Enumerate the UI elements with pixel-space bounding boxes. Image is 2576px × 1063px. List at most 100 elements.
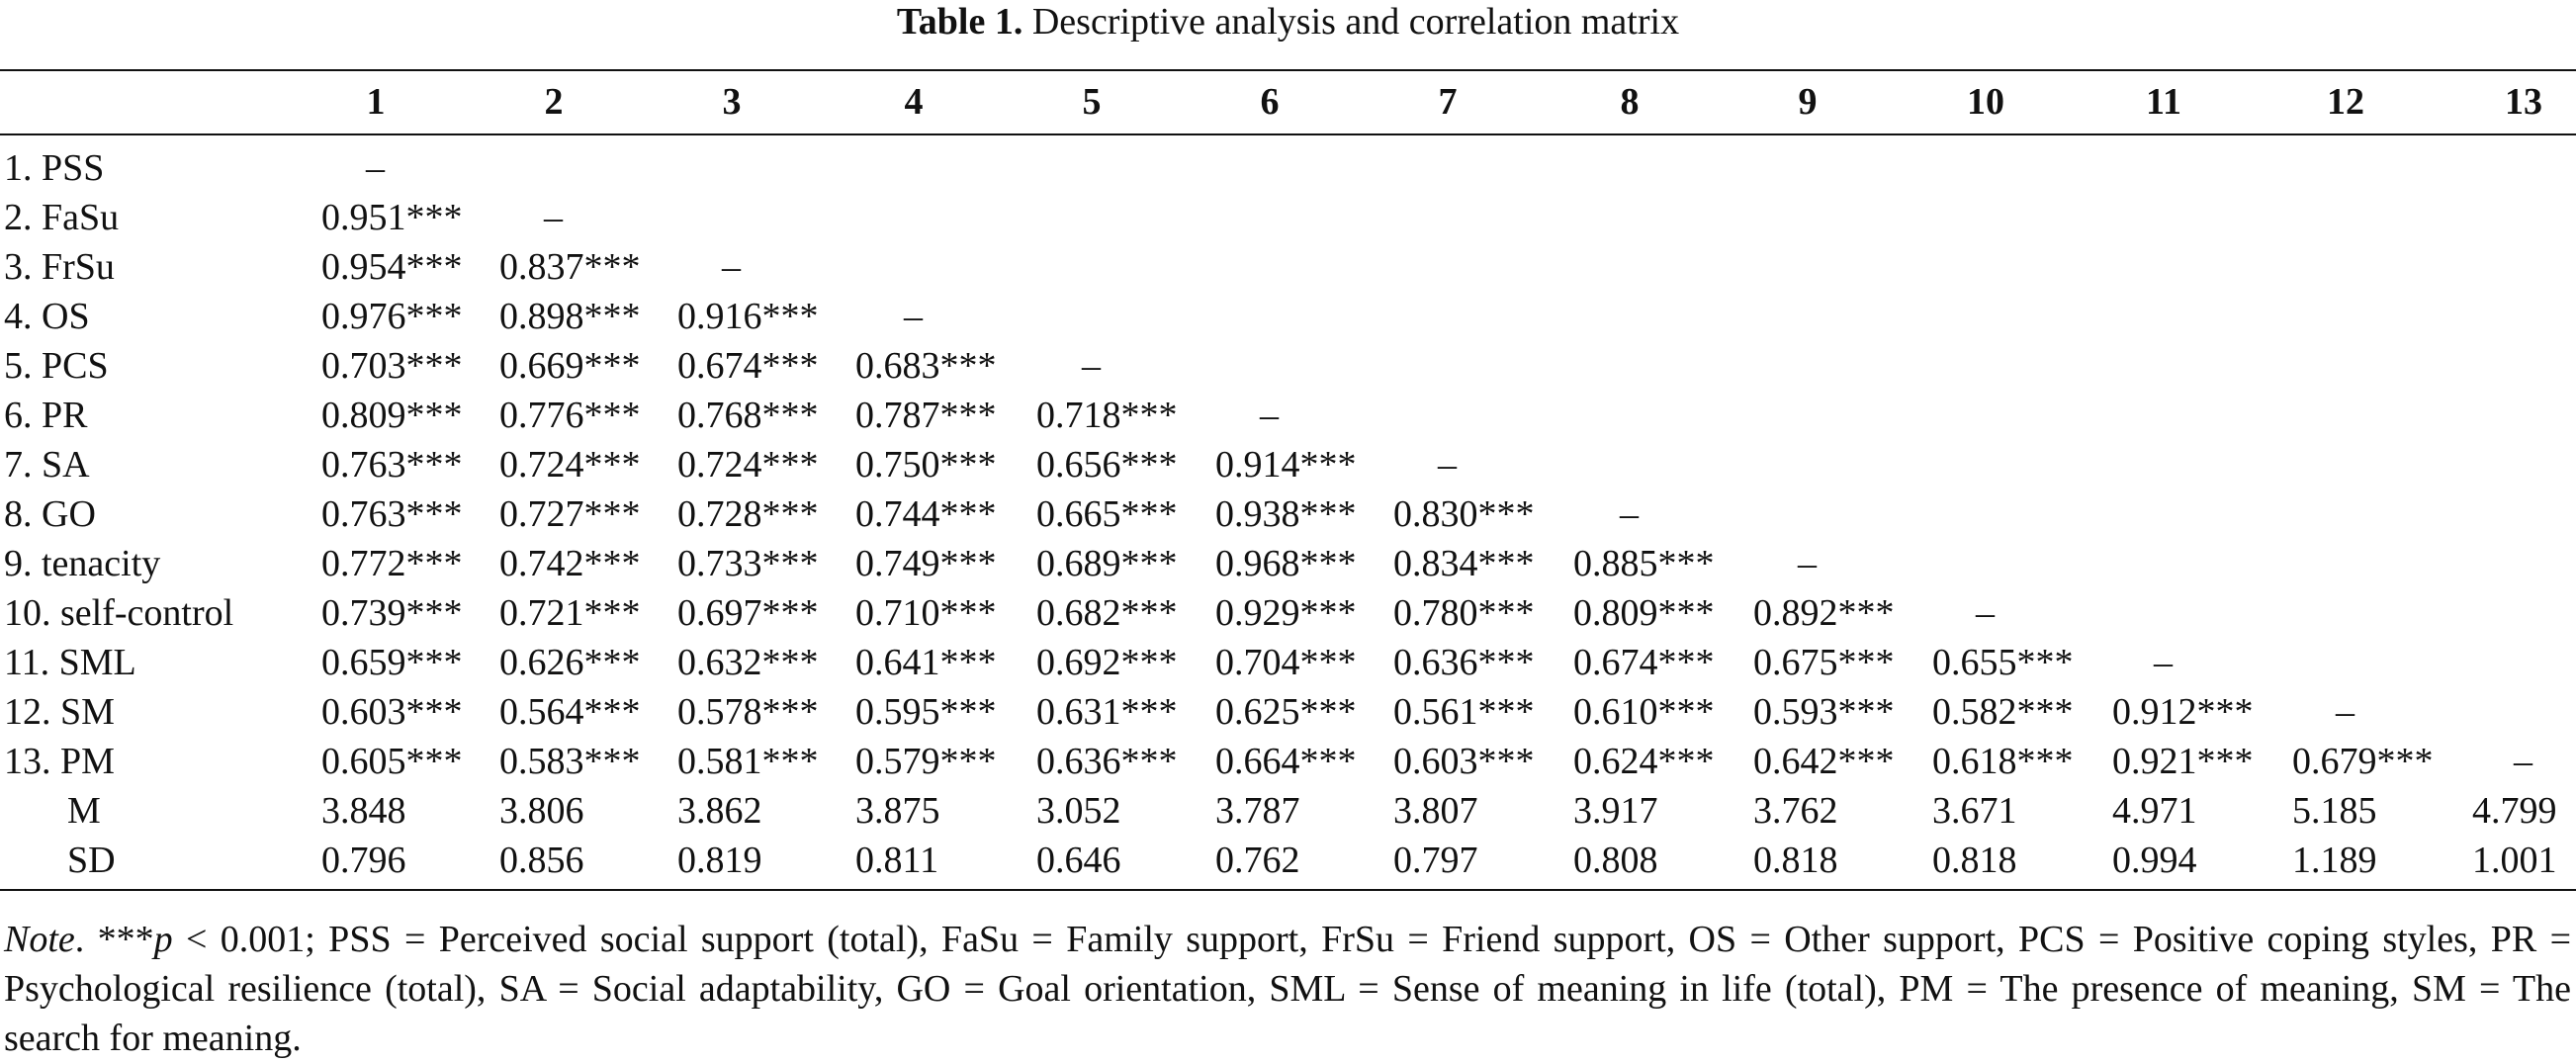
table-cell: 0.603*** bbox=[1393, 741, 1535, 782]
table-cell: 3.862 bbox=[677, 790, 762, 832]
table-cell: 0.564*** bbox=[499, 691, 641, 733]
table-row: SD 0.796 0.856 0.819 0.811 0.646 0.762 0.797 0.8… bbox=[0, 836, 2576, 885]
table-row: 9. tenacity 0.772*** 0.742*** 0.733*** 0.749… bbox=[0, 539, 2576, 588]
table-cell: 0.603*** bbox=[321, 691, 463, 733]
column-header-row: 1 2 3 4 5 6 7 8 9 10 11 12 13 bbox=[0, 77, 2576, 127]
table-cell: 0.583*** bbox=[499, 741, 641, 782]
table-cell: 0.655*** bbox=[1932, 642, 2074, 683]
table-cell: 0.968*** bbox=[1215, 543, 1357, 584]
table-cell: 0.710*** bbox=[855, 592, 997, 634]
table-caption: Table 1. Descriptive analysis and correl… bbox=[0, 0, 2576, 44]
table-cell: 0.665*** bbox=[1036, 493, 1178, 535]
column-header-5: 5 bbox=[1082, 81, 1102, 123]
table-cell: 0.618*** bbox=[1932, 741, 2074, 782]
column-header-9: 9 bbox=[1798, 81, 1818, 123]
table-cell: 0.742*** bbox=[499, 543, 641, 584]
table-cell: 0.664*** bbox=[1215, 741, 1357, 782]
table-cell: 0.809*** bbox=[321, 395, 463, 436]
column-header-10: 10 bbox=[1967, 81, 2004, 123]
note-p-symbol: ***p bbox=[97, 919, 173, 960]
table-cell: 0.724*** bbox=[677, 444, 819, 486]
table-cell: 0.636*** bbox=[1393, 642, 1535, 683]
table-row: M 3.848 3.806 3.862 3.875 3.052 3.787 3.807 3.91… bbox=[0, 786, 2576, 836]
table-cell: 0.811 bbox=[855, 840, 939, 881]
table-row: 3. FrSu 0.954*** 0.837*** – bbox=[0, 242, 2576, 292]
table-cell: 5.185 bbox=[2292, 790, 2377, 832]
table-cell: 0.763*** bbox=[321, 493, 463, 535]
table-cell: 0.675*** bbox=[1753, 642, 1895, 683]
table-cell: 1.189 bbox=[2292, 840, 2377, 881]
table-cell: 0.914*** bbox=[1215, 444, 1357, 486]
table-cell: 1.001 bbox=[2472, 840, 2557, 881]
table-cell: 0.837*** bbox=[499, 246, 641, 288]
note-p-italic: p bbox=[153, 919, 173, 960]
diagonal-dash: – bbox=[1438, 444, 1457, 486]
table-row: 8. GO 0.763*** 0.727*** 0.728*** 0.744*** 0.6… bbox=[0, 489, 2576, 539]
table-cell: 0.728*** bbox=[677, 493, 819, 535]
column-header-12: 12 bbox=[2327, 81, 2364, 123]
column-header-1: 1 bbox=[366, 81, 386, 123]
diagonal-dash: – bbox=[722, 246, 741, 288]
column-header-8: 8 bbox=[1620, 81, 1640, 123]
table-cell: 0.796 bbox=[321, 840, 406, 881]
diagonal-dash: – bbox=[1620, 493, 1639, 535]
row-label: 1. PSS bbox=[4, 147, 105, 189]
table-cell: 0.689*** bbox=[1036, 543, 1178, 584]
table-cell: 0.772*** bbox=[321, 543, 463, 584]
table-cell: 0.632*** bbox=[677, 642, 819, 683]
table-cell: 0.744*** bbox=[855, 493, 997, 535]
table-cell: 0.679*** bbox=[2292, 741, 2434, 782]
header-rule bbox=[0, 133, 2576, 135]
table-cell: 0.561*** bbox=[1393, 691, 1535, 733]
top-rule bbox=[0, 69, 2576, 71]
row-label: 11. SML bbox=[4, 642, 136, 683]
table-cell: 3.671 bbox=[1932, 790, 2017, 832]
table-cell: 0.610*** bbox=[1573, 691, 1715, 733]
table-label: Table 1. bbox=[896, 1, 1023, 43]
row-label: 3. FrSu bbox=[4, 246, 115, 288]
table-cell: 0.929*** bbox=[1215, 592, 1357, 634]
table-cell: 0.605*** bbox=[321, 741, 463, 782]
table-cell: 0.682*** bbox=[1036, 592, 1178, 634]
table-cell: 0.768*** bbox=[677, 395, 819, 436]
column-header-11: 11 bbox=[2146, 81, 2181, 123]
table-row: 2. FaSu 0.951*** – bbox=[0, 193, 2576, 242]
table-cell: 0.581*** bbox=[677, 741, 819, 782]
table-cell: 0.727*** bbox=[499, 493, 641, 535]
table-cell: 0.976*** bbox=[321, 296, 463, 337]
table-cell: 0.938*** bbox=[1215, 493, 1357, 535]
column-header-13: 13 bbox=[2505, 81, 2542, 123]
table-row: 12. SM 0.603*** 0.564*** 0.578*** 0.595*** 0.… bbox=[0, 687, 2576, 737]
table-cell: 0.749*** bbox=[855, 543, 997, 584]
table-cell: 0.856 bbox=[499, 840, 584, 881]
table-cell: 0.674*** bbox=[677, 345, 819, 387]
table-cell: 0.646 bbox=[1036, 840, 1121, 881]
diagonal-dash: – bbox=[544, 197, 563, 238]
row-label: 5. PCS bbox=[4, 345, 109, 387]
table-cell: 0.951*** bbox=[321, 197, 463, 238]
table-cell: 0.780*** bbox=[1393, 592, 1535, 634]
table-cell: 0.582*** bbox=[1932, 691, 2074, 733]
table-cell: 3.875 bbox=[855, 790, 940, 832]
table-cell: 0.595*** bbox=[855, 691, 997, 733]
table-cell: 0.912*** bbox=[2112, 691, 2254, 733]
table-cell: 0.994 bbox=[2112, 840, 2197, 881]
note-text: < 0.001; PSS = Perceived social support … bbox=[4, 919, 2572, 1059]
table-cell: 4.799 bbox=[2472, 790, 2557, 832]
table-cell: 0.763*** bbox=[321, 444, 463, 486]
table-row: 10. self-control 0.739*** 0.721*** 0.697***… bbox=[0, 588, 2576, 638]
table-cell: 0.921*** bbox=[2112, 741, 2254, 782]
table-cell: 0.656*** bbox=[1036, 444, 1178, 486]
table-cell: 0.641*** bbox=[855, 642, 997, 683]
table-note: Note. ***p < 0.001; PSS = Perceived soci… bbox=[4, 919, 2572, 1059]
table-cell: 0.834*** bbox=[1393, 543, 1535, 584]
table-cell: 0.593*** bbox=[1753, 691, 1895, 733]
table-cell: 0.697*** bbox=[677, 592, 819, 634]
table-cell: 0.642*** bbox=[1753, 741, 1895, 782]
table-cell: 3.787 bbox=[1215, 790, 1300, 832]
table-cell: 3.762 bbox=[1753, 790, 1838, 832]
note-lead: Note bbox=[4, 919, 75, 960]
table-cell: 0.669*** bbox=[499, 345, 641, 387]
diagonal-dash: – bbox=[904, 296, 923, 337]
table-row: 13. PM 0.605*** 0.583*** 0.581*** 0.579*** 0.… bbox=[0, 737, 2576, 786]
